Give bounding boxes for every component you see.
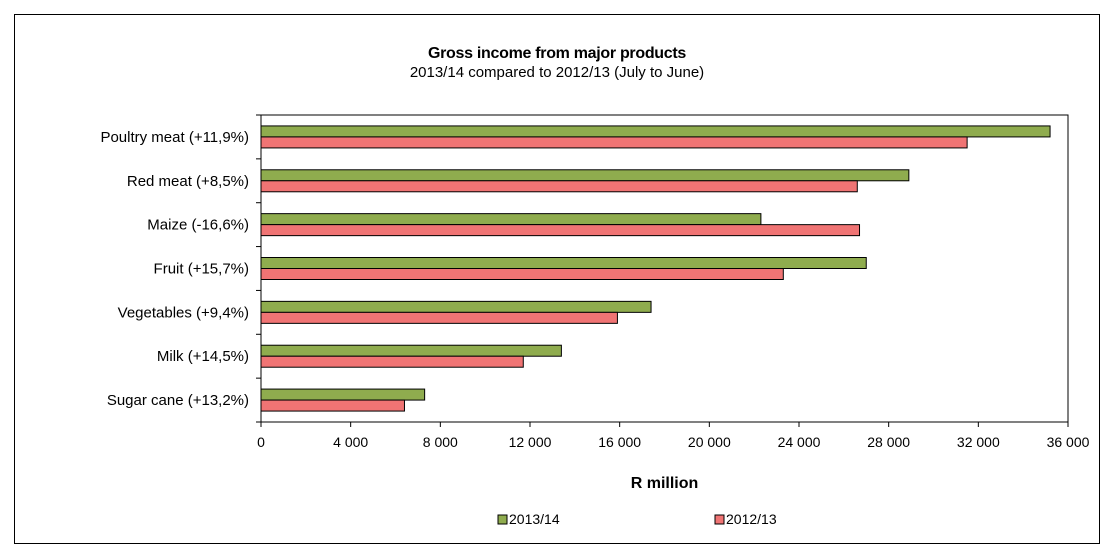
legend-swatch (714, 514, 725, 525)
category-label: Milk (+14,5%) (157, 348, 249, 365)
x-tick-label: 0 (257, 434, 265, 450)
category-label: Red meat (+8,5%) (127, 173, 249, 190)
category-label: Fruit (+15,7%) (154, 261, 249, 278)
chart-titles: Gross income from major products 2013/14… (14, 44, 1100, 82)
bar-2012-13-4 (260, 311, 618, 324)
legend-label: 2012/13 (726, 511, 777, 527)
chart-title: Gross income from major products (427, 45, 686, 62)
bar-2013-14-3 (260, 257, 867, 269)
category-label: Vegetables (+9,4%) (118, 304, 249, 321)
x-tick-label: 32 000 (957, 434, 1000, 450)
chart-subtitle: 2013/14 compared to 2012/13 (July to Jun… (409, 64, 705, 81)
category-label: Maize (-16,6%) (147, 217, 249, 234)
bar-2012-13-3 (260, 268, 784, 280)
x-tick-label: 12 000 (509, 434, 552, 450)
bar-2012-13-1 (260, 180, 858, 193)
bar-2013-14-6 (260, 388, 426, 401)
bar-2012-13-2 (260, 224, 861, 237)
bar-2013-14-4 (260, 300, 652, 313)
x-tick-label: 36 000 (1047, 434, 1090, 450)
x-tick-label: 8 000 (423, 434, 458, 450)
bar-2013-14-1 (260, 169, 910, 182)
bar-2012-13-0 (260, 136, 968, 149)
bar-2013-14-0 (260, 125, 1051, 138)
bar-2013-14-5 (260, 344, 562, 357)
x-axis-label: R million (631, 475, 699, 492)
legend-swatch (497, 514, 508, 525)
category-label: Poultry meat (+11,9%) (100, 129, 249, 146)
x-tick-label: 24 000 (778, 434, 821, 450)
bar-2013-14-2 (260, 213, 762, 226)
bar-2012-13-6 (260, 399, 405, 412)
x-tick-label: 16 000 (598, 434, 641, 450)
x-tick-label: 20 000 (688, 434, 731, 450)
legend-label: 2013/14 (509, 511, 560, 527)
x-tick-label: 4 000 (333, 434, 368, 450)
x-tick-label: 28 000 (867, 434, 910, 450)
category-label: Sugar cane (+13,2%) (107, 392, 249, 409)
bar-2012-13-5 (260, 355, 524, 368)
